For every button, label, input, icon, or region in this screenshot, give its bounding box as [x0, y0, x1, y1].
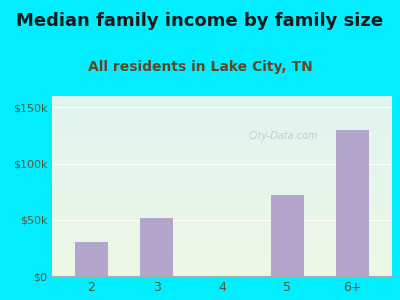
Bar	[75, 242, 108, 276]
Text: All residents in Lake City, TN: All residents in Lake City, TN	[88, 60, 312, 74]
Text: Median family income by family size: Median family income by family size	[16, 12, 384, 30]
Text: City-Data.com: City-Data.com	[248, 130, 318, 141]
Bar	[140, 218, 173, 276]
Bar	[336, 130, 369, 276]
Bar	[271, 195, 304, 276]
